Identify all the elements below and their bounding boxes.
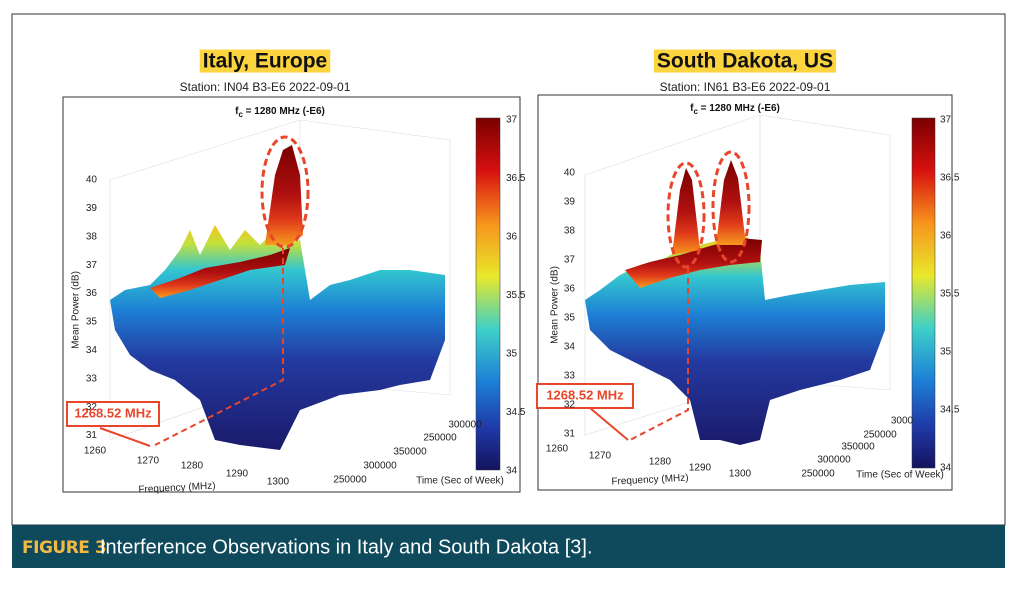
colorbar-tick-label: 35 (940, 347, 952, 358)
subtitle-symbol: f (235, 106, 239, 117)
annotation-label: 1268.52 MHz (546, 387, 624, 402)
surface-peak (716, 160, 746, 245)
y-axis-label: Time (Sec of Week) (416, 476, 504, 487)
peak-highlight (260, 135, 310, 249)
y-tick-label: 250000 (863, 430, 897, 441)
colorbar (475, 117, 501, 471)
z-tick-label: 36 (86, 288, 98, 299)
labels: Italy, Europe Station: IN04 B3-E6 2022-09… (71, 49, 960, 496)
z-tick-label: 38 (564, 226, 576, 237)
colorbar-tick-label: 36.5 (940, 173, 960, 184)
surface-peak (265, 145, 303, 245)
z-tick-label: 35 (86, 317, 98, 328)
subtitle-subscript: c (238, 110, 243, 119)
z-tick-label: 39 (86, 203, 98, 214)
colorbar-tick-label: 36.5 (506, 173, 526, 184)
z-tick-label: 39 (564, 197, 576, 208)
z-tick-label: 31 (564, 429, 576, 440)
z-axis-label: Mean Power (dB) (71, 271, 82, 349)
x-tick-label: 1270 (137, 456, 160, 467)
dashed-guide (154, 248, 284, 446)
y-tick-label: 3000 (891, 416, 914, 427)
plot-subtitle: fc = 1280 MHz (-E6) (235, 106, 325, 119)
dashed-guide (629, 268, 689, 441)
annotation-label: 1268.52 MHz (74, 405, 152, 420)
y-tick-label: 300000 (363, 461, 397, 472)
z-tick-label: 31 (86, 430, 98, 441)
colorbar-tick-label: 35.5 (506, 290, 526, 301)
colorbar-tick-label: 34 (506, 466, 518, 477)
caption-text: Interference Observations in Italy and S… (100, 536, 593, 558)
x-tick-label: 1300 (729, 469, 752, 480)
annotation-box (66, 401, 160, 427)
x-axis-label: Frequency (MHz) (138, 481, 216, 496)
z-tick-label: 37 (86, 260, 98, 271)
colorbar-tick-label: 34.5 (940, 405, 960, 416)
z-tick-label: 35 (564, 313, 576, 324)
peak-highlight (711, 150, 751, 264)
y-tick-label: 300000 (817, 455, 851, 466)
station-label: Station: IN61 B3-E6 2022-09-01 (660, 80, 831, 94)
z-tick-label: 32 (564, 400, 576, 411)
caption-bar (12, 525, 1005, 568)
z-tick-label: 34 (564, 342, 576, 353)
z-tick-label: 33 (86, 373, 98, 384)
z-tick-label: 37 (564, 255, 576, 266)
subtitle-text: = 1280 MHz (-E6) (698, 103, 780, 114)
colorbar (911, 117, 936, 469)
annotation-arrow (589, 407, 629, 441)
colorbar-tick-label: 37 (940, 115, 952, 126)
y-tick-label: 250000 (801, 469, 835, 480)
surface (585, 235, 885, 445)
subtitle-subscript: c (693, 107, 698, 116)
surface-hot (150, 248, 290, 298)
title-highlight (653, 49, 837, 73)
z-tick-label: 34 (86, 345, 98, 356)
colorbar-tick-label: 35.5 (940, 289, 960, 300)
subtitle-symbol: f (690, 103, 694, 114)
subtitle-text: = 1280 MHz (-E6) (243, 106, 325, 117)
caption-label: FIGURE 3 (22, 538, 106, 558)
x-axis-label: Frequency (MHz) (611, 473, 689, 488)
x-tick-label: 1290 (226, 469, 249, 480)
x-tick-label: 1260 (84, 446, 107, 457)
z-tick-label: 40 (564, 168, 576, 179)
surface-peak (672, 168, 700, 255)
panel-title: Italy, Europe (203, 50, 327, 73)
z-tick-label: 33 (564, 371, 576, 382)
z-axis-label: Mean Power (dB) (550, 266, 561, 344)
colorbar-tick-label: 34.5 (506, 407, 526, 418)
colorbar-tick-label: 36 (940, 231, 952, 242)
colorbar-tick-label: 36 (506, 232, 518, 243)
peak-highlight (666, 161, 706, 269)
y-tick-label: 350000 (393, 447, 427, 458)
x-tick-label: 1260 (546, 444, 569, 455)
z-tick-label: 38 (86, 231, 98, 242)
z-tick-label: 36 (564, 284, 576, 295)
y-tick-label: 250000 (333, 475, 367, 486)
z-tick-label: 32 (86, 402, 98, 413)
annotation-arrow (99, 427, 151, 447)
colorbar-tick-label: 35 (506, 349, 518, 360)
x-tick-label: 1270 (589, 451, 612, 462)
plot-subtitle: fc = 1280 MHz (-E6) (690, 103, 780, 116)
colorbar-tick-label: 34 (940, 463, 952, 474)
y-tick-label: 250000 (423, 433, 457, 444)
x-tick-label: 1280 (181, 461, 204, 472)
y-tick-label: 300000 (448, 420, 482, 431)
x-tick-label: 1300 (267, 477, 290, 488)
y-axis-label: Time (Sec of Week) (856, 470, 944, 481)
panel-title: South Dakota, US (657, 50, 833, 73)
title-highlight (199, 49, 331, 73)
x-tick-label: 1290 (689, 463, 712, 474)
colorbar-tick-label: 37 (506, 115, 518, 126)
z-tick-label: 40 (86, 175, 98, 186)
annotation-box (536, 383, 634, 409)
x-tick-label: 1280 (649, 457, 672, 468)
y-tick-label: 350000 (841, 442, 875, 453)
station-label: Station: IN04 B3-E6 2022-09-01 (180, 80, 351, 94)
